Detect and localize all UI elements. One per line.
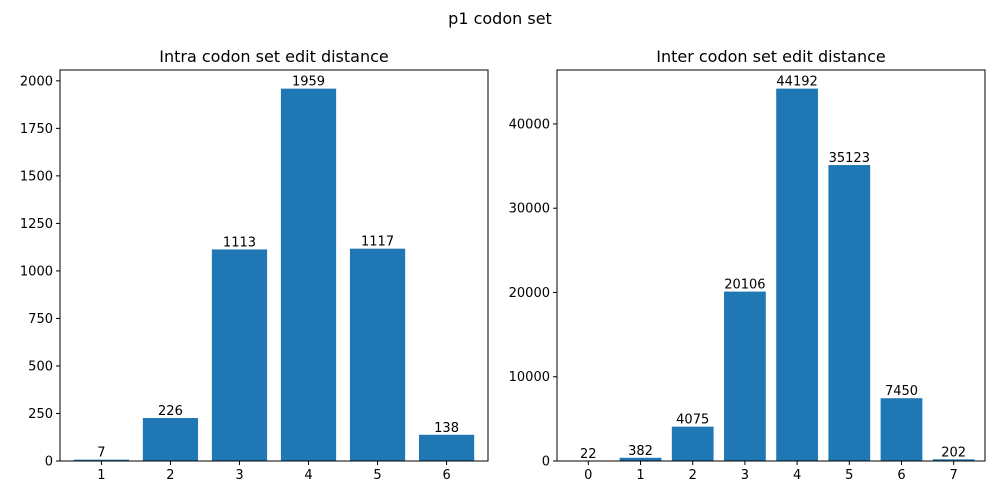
x-tick-label: 4: [304, 468, 312, 483]
bar-value-label: 138: [434, 421, 459, 436]
bar-1: [73, 459, 130, 461]
bar-value-label: 1117: [361, 235, 394, 250]
bar-3: [724, 291, 766, 461]
x-tick-label: 7: [950, 468, 958, 483]
y-tick-label: 0: [45, 455, 53, 470]
y-tick-label: 1500: [20, 169, 53, 184]
bar-4: [280, 88, 337, 461]
x-tick-label: 3: [235, 468, 243, 483]
y-tick-label: 2000: [20, 74, 53, 89]
bar-value-label: 382: [628, 444, 653, 459]
figure-suptitle: p1 codon set: [448, 9, 552, 28]
y-tick-label: 0: [542, 455, 550, 470]
y-tick-label: 1250: [20, 217, 53, 232]
x-tick-label: 1: [97, 468, 105, 483]
bar-value-label: 1113: [223, 235, 256, 250]
axes-frame: [59, 69, 489, 462]
y-tick-label: 20000: [509, 286, 550, 301]
bar-5: [828, 165, 871, 461]
chart-title: Inter codon set edit distance: [656, 47, 886, 66]
x-tick-label: 3: [741, 468, 749, 483]
bar-1: [619, 457, 662, 461]
bar-3: [211, 249, 268, 461]
y-tick-label: 250: [28, 407, 53, 422]
bar-value-label: 35123: [829, 151, 870, 166]
chart-intra: Intra codon set edit distance 7 226 1113 195…: [20, 47, 489, 483]
y-tick-label: 500: [28, 359, 53, 374]
bar-2: [142, 418, 199, 461]
bar-5: [349, 248, 406, 461]
x-tick-label: 1: [636, 468, 644, 483]
y-tick-label: 30000: [509, 202, 550, 217]
axes-frame: [556, 69, 986, 462]
bar-value-label: 226: [158, 404, 183, 419]
y-tick-label: 10000: [509, 370, 550, 385]
x-tick-label: 2: [689, 468, 697, 483]
x-tick-label: 0: [584, 468, 592, 483]
chart-title: Intra codon set edit distance: [159, 47, 389, 66]
x-tick-label: 4: [793, 468, 801, 483]
bar-6: [880, 398, 923, 461]
x-tick-label: 6: [442, 468, 450, 483]
y-tick-label: 1000: [20, 264, 53, 279]
bar-value-label: 44192: [776, 75, 817, 90]
y-tick-label: 1750: [20, 122, 53, 137]
bar-value-label: 20106: [724, 278, 765, 293]
bar-value-label: 7450: [885, 384, 918, 399]
bar-4: [776, 88, 818, 462]
bar-value-label: 22: [580, 447, 597, 462]
bar-2: [671, 426, 714, 461]
x-tick-label: 5: [845, 468, 853, 483]
bar-value-label: 4075: [676, 413, 709, 428]
bar-value-label: 202: [941, 445, 966, 460]
bar-value-label: 1959: [292, 75, 325, 90]
x-tick-label: 6: [897, 468, 905, 483]
x-tick-label: 2: [166, 468, 174, 483]
x-tick-label: 5: [373, 468, 381, 483]
y-tick-label: 750: [28, 312, 53, 327]
bar-value-label: 7: [97, 446, 105, 461]
y-tick-label: 40000: [509, 117, 550, 132]
bar-6: [418, 434, 475, 461]
bar-7: [932, 459, 975, 461]
